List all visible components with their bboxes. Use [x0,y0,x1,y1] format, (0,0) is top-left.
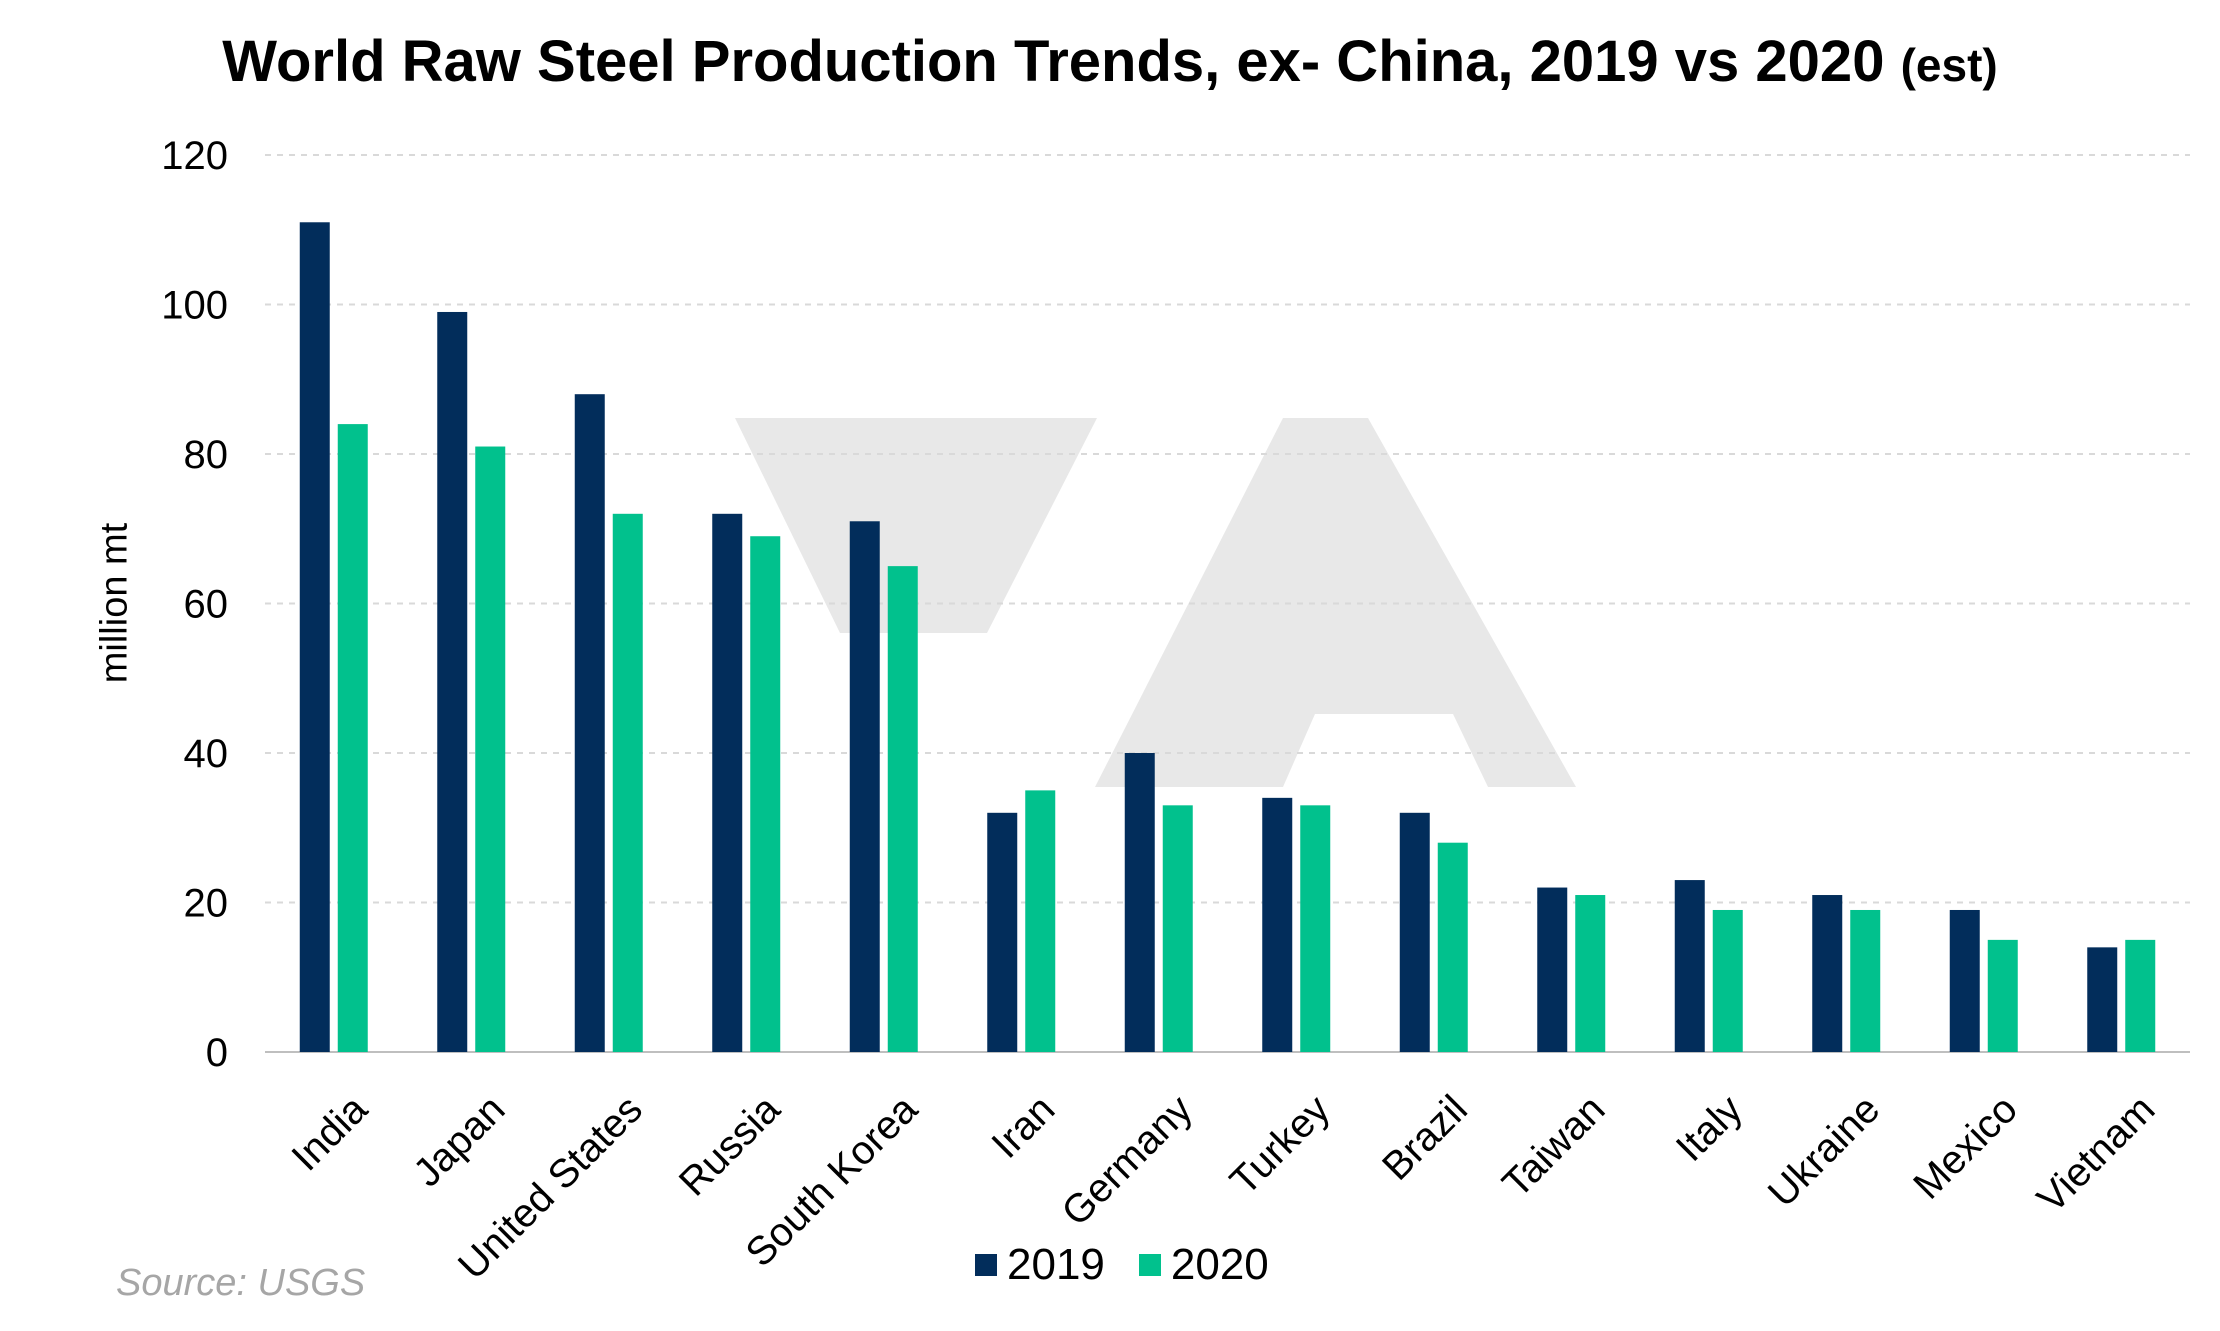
y-tick-label: 0 [206,1031,228,1075]
bar-2020-vietnam [2125,939,2156,1052]
x-tick-label: Brazil [1374,1087,1476,1189]
x-tick-label: India [283,1087,376,1180]
legend-item-2020: 2020 [1138,1240,1269,1290]
x-tick-label: Turkey [1222,1087,1339,1204]
x-tick-label: Mexico [1905,1087,2026,1208]
bar-2019-italy [1674,880,1705,1052]
legend-swatch-2020 [1138,1254,1161,1276]
y-tick-label: 60 [184,583,229,627]
bar-2019-taiwan [1537,887,1568,1052]
y-tick-label: 120 [161,134,228,178]
bar-2020-mexico [1987,939,2018,1052]
legend-item-2019: 2019 [975,1240,1105,1290]
bar-2019-ukraine [1812,895,1843,1052]
y-tick-labels: 0 20 40 60 80 100 120 [161,134,228,1075]
x-tick-label: Vietnam [2029,1087,2163,1221]
legend-label-2019: 2019 [1007,1240,1105,1289]
bar-2020-india [337,424,368,1053]
bar-2019-iran [987,812,1018,1052]
bar-2019-mexico [1949,909,1980,1052]
x-tick-label: Germany [1053,1087,1200,1234]
legend-label-2020: 2020 [1170,1240,1269,1289]
x-tick-label: Ukraine [1760,1087,1889,1216]
y-tick-label: 20 [184,882,229,926]
x-tick-label: Iran [984,1087,1064,1167]
bar-2019-russia [712,513,743,1052]
bar-2019-south-korea [849,521,880,1052]
source-note: Source: USGS [116,1262,366,1304]
bar-2019-germany [1124,753,1155,1052]
bar-2020-germany [1162,805,1193,1052]
x-tick-label: Japan [405,1087,513,1195]
x-tick-label: Taiwan [1494,1087,1613,1206]
gridlines [265,154,2190,1053]
bar-2020-turkey [1300,805,1331,1052]
bar-2019-india [299,222,330,1052]
bar-2020-united-states [612,513,643,1052]
x-tick-label: Russia [671,1087,789,1205]
bar-2020-ukraine [1850,909,1881,1052]
bar-2019-vietnam [2087,947,2118,1052]
bars [299,222,2156,1053]
bar-2019-brazil [1399,812,1430,1052]
bar-2020-taiwan [1575,895,1606,1052]
y-tick-label: 80 [184,433,229,477]
chart-title-main: World Raw Steel Production Trends, ex- C… [222,29,1885,94]
bar-2019-japan [437,311,468,1053]
watermark-left-shape [735,418,1097,633]
bar-2020-brazil [1437,842,1468,1052]
y-tick-label: 100 [161,284,228,328]
bar-2020-south-korea [887,566,918,1052]
y-axis-label: million mt [93,522,136,684]
chart-title-suffix: (est) [1900,39,1998,91]
chart-title: World Raw Steel Production Trends, ex- C… [0,28,2220,95]
bar-2020-japan [475,446,506,1052]
legend: 2019 2020 [975,1240,1303,1290]
bar-2019-turkey [1262,797,1293,1052]
y-tick-label: 40 [184,732,229,776]
bar-2020-italy [1712,909,1743,1052]
bar-2020-russia [750,536,781,1052]
legend-swatch-2019 [975,1254,997,1276]
x-tick-label: Italy [1668,1087,1751,1170]
bar-2020-iran [1025,790,1056,1052]
bar-2019-united-states [574,394,605,1052]
